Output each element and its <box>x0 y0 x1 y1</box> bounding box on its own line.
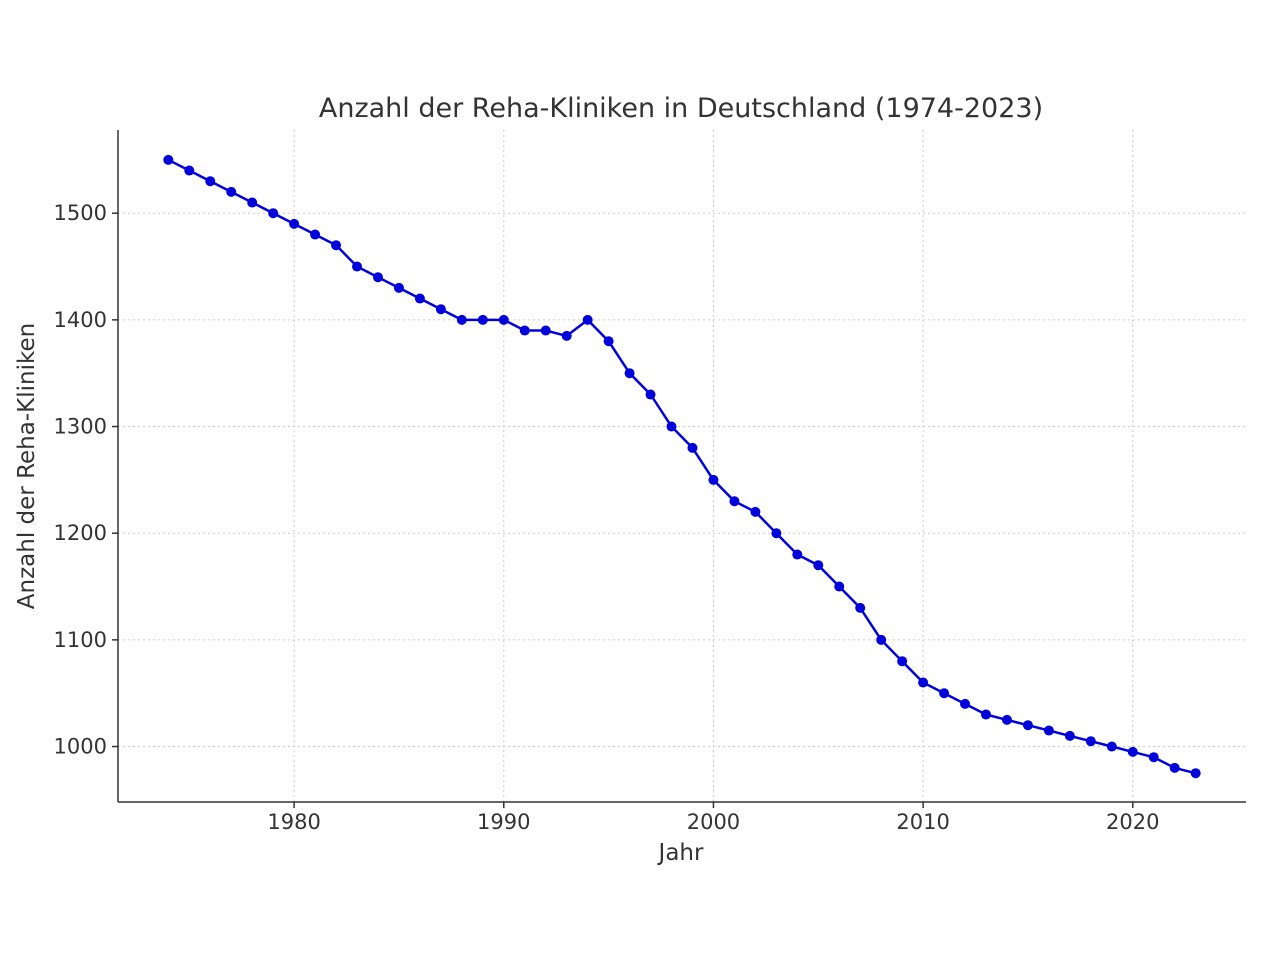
data-point <box>918 677 929 688</box>
data-point <box>1043 725 1054 736</box>
data-point <box>1106 741 1117 752</box>
data-point <box>519 325 530 336</box>
data-point <box>163 154 174 165</box>
data-point <box>834 581 845 592</box>
y-tick-label: 1000 <box>54 735 107 759</box>
x-axis-label: Jahr <box>657 840 704 866</box>
data-point <box>352 261 363 272</box>
data-point <box>247 197 258 208</box>
grid <box>118 130 1246 802</box>
axes: 1980 1990 2000 2010 2020 1000 1100 1200 1300 1400… <box>54 130 1246 834</box>
y-tick-label: 1100 <box>54 628 107 652</box>
data-point <box>289 218 300 229</box>
data-point <box>540 325 551 336</box>
data-point <box>1190 768 1201 779</box>
data-point <box>666 421 677 432</box>
y-tick-label: 1400 <box>54 308 107 332</box>
data-point <box>582 314 593 325</box>
data-point <box>205 176 216 187</box>
data-point <box>897 656 908 667</box>
series-layer <box>163 154 1201 779</box>
data-point <box>414 293 425 304</box>
data-point <box>1022 720 1033 731</box>
data-point <box>435 304 446 315</box>
data-point <box>603 336 614 347</box>
data-point <box>750 506 761 517</box>
x-tick-label: 2020 <box>1106 810 1159 834</box>
data-point <box>1064 730 1075 741</box>
data-point <box>310 229 321 240</box>
data-point <box>960 698 971 709</box>
data-point <box>624 368 635 379</box>
data-point <box>226 186 237 197</box>
y-tick-label: 1500 <box>54 201 107 225</box>
data-point <box>771 528 782 539</box>
x-tick-label: 1990 <box>477 810 530 834</box>
data-point <box>792 549 803 560</box>
data-point <box>1127 746 1138 757</box>
y-tick-label: 1200 <box>54 521 107 545</box>
data-point <box>687 442 698 453</box>
data-point <box>1085 736 1096 747</box>
data-point <box>1001 714 1012 725</box>
chart-title: Anzahl der Reha-Kliniken in Deutschland … <box>319 93 1043 124</box>
data-point <box>477 314 488 325</box>
data-point <box>331 240 342 251</box>
data-point <box>393 282 404 293</box>
data-point <box>498 314 509 325</box>
data-point <box>939 688 950 699</box>
data-point <box>184 165 195 176</box>
data-point <box>729 496 740 507</box>
data-point <box>813 560 824 571</box>
data-point <box>268 208 279 219</box>
data-point <box>876 634 887 645</box>
y-tick-label: 1300 <box>54 415 107 439</box>
data-point <box>561 330 572 341</box>
data-point <box>855 602 866 613</box>
data-point <box>1148 752 1159 763</box>
data-point <box>372 272 383 283</box>
data-point <box>456 314 467 325</box>
data-point <box>981 709 992 720</box>
data-point <box>708 474 719 485</box>
x-tick-label: 2000 <box>687 810 740 834</box>
y-axis-label: Anzahl der Reha-Kliniken <box>14 323 40 609</box>
x-tick-label: 1980 <box>267 810 320 834</box>
x-tick-label: 2010 <box>896 810 949 834</box>
series-line <box>167 158 1197 775</box>
data-point <box>645 389 656 400</box>
data-point <box>1169 762 1180 773</box>
